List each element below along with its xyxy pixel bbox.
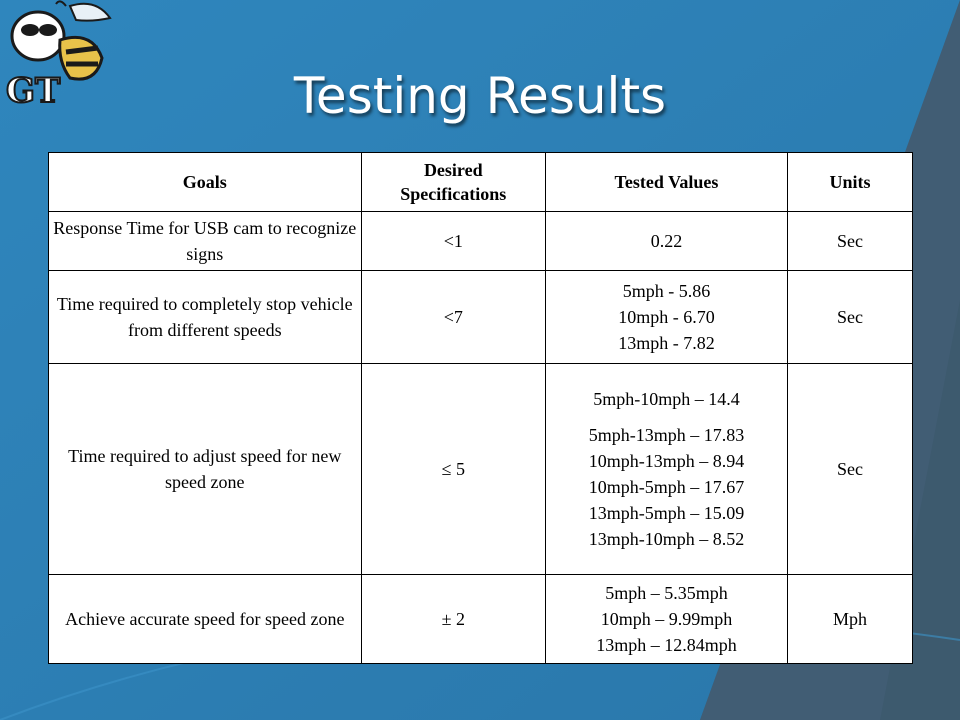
tested-value: 13mph - 7.82	[618, 333, 715, 353]
tested-value: 5mph-10mph – 14.4	[593, 389, 740, 409]
header-desired-specifications: Desired Specifications	[360, 152, 547, 212]
goal-cell: Time required to completely stop vehicle…	[48, 270, 362, 364]
slide-title: Testing Results	[293, 67, 667, 125]
header-goals: Goals	[48, 152, 362, 212]
tested-value: 13mph-5mph – 15.09	[588, 503, 745, 523]
tested-value: 5mph-13mph – 17.83	[588, 425, 745, 445]
tested-cell: 0.22	[545, 211, 788, 271]
tested-cell: 5mph – 5.35mph 10mph – 9.99mph 13mph – 1…	[545, 574, 788, 664]
yellow-jacket-logo: GT	[0, 0, 120, 112]
tested-cell: 5mph - 5.86 10mph - 6.70 13mph - 7.82	[545, 270, 788, 364]
desired-cell: ± 2	[360, 574, 547, 664]
tested-value: 5mph - 5.86	[622, 281, 711, 301]
tested-value: 13mph – 12.84mph	[596, 635, 737, 655]
goal-cell: Response Time for USB cam to recognize s…	[48, 211, 362, 271]
table-row: Achieve accurate speed for speed zone ± …	[48, 574, 914, 664]
units-cell: Sec	[786, 363, 914, 575]
tested-value: 10mph – 9.99mph	[600, 609, 733, 629]
header-tested-values: Tested Values	[545, 152, 788, 212]
header-desired-line1: Desired	[423, 160, 483, 180]
table-header-row: Goals Desired Specifications Tested Valu…	[48, 152, 914, 212]
tested-value: 10mph - 6.70	[618, 307, 715, 327]
tested-cell: 5mph-10mph – 14.4 5mph-13mph – 17.83 10m…	[545, 363, 788, 575]
goal-cell: Time required to adjust speed for new sp…	[48, 363, 362, 575]
tested-value: 10mph-5mph – 17.67	[588, 477, 745, 497]
tested-value: 13mph-10mph – 8.52	[588, 529, 745, 549]
table-row: Response Time for USB cam to recognize s…	[48, 211, 914, 271]
desired-cell: <7	[360, 270, 547, 364]
units-cell: Sec	[786, 270, 914, 364]
testing-results-table: Goals Desired Specifications Tested Valu…	[48, 152, 914, 664]
units-cell: Mph	[786, 574, 914, 664]
tested-value: 0.22	[650, 231, 683, 251]
desired-cell: ≤ 5	[360, 363, 547, 575]
header-units: Units	[786, 152, 914, 212]
table-row: Time required to adjust speed for new sp…	[48, 363, 914, 575]
desired-cell: <1	[360, 211, 547, 271]
table-row: Time required to completely stop vehicle…	[48, 270, 914, 364]
tested-value: 10mph-13mph – 8.94	[588, 451, 745, 471]
goal-cell: Achieve accurate speed for speed zone	[48, 574, 362, 664]
gt-logo-text: GT	[6, 71, 60, 111]
tested-value: 5mph – 5.35mph	[605, 583, 728, 603]
header-desired-line2: Specifications	[400, 184, 507, 204]
units-cell: Sec	[786, 211, 914, 271]
